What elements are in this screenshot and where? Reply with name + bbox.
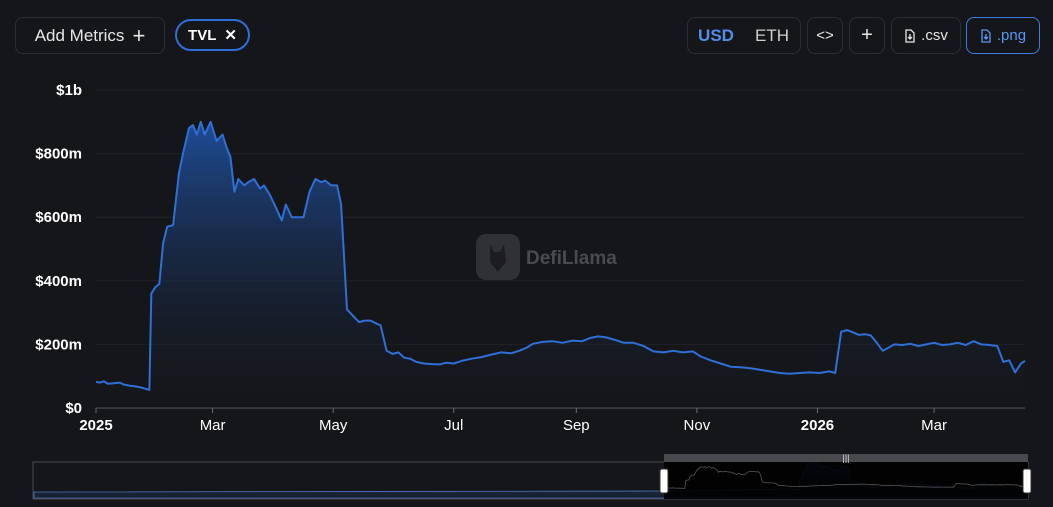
y-tick-label: $400m <box>35 273 82 290</box>
file-download-icon <box>905 28 915 43</box>
x-tick-label: Nov <box>684 417 711 434</box>
x-tick-label: Mar <box>921 417 947 434</box>
zoom-handle-left[interactable] <box>659 468 669 494</box>
grip-icon: ||| <box>842 453 849 463</box>
zoom-selected-range[interactable] <box>664 462 1028 499</box>
close-icon[interactable]: ✕ <box>224 27 237 44</box>
csv-label: .csv <box>921 27 948 44</box>
y-tick-label: $200m <box>35 336 82 353</box>
zoom-handle-right[interactable] <box>1022 468 1032 494</box>
x-tick-label: Jul <box>444 417 463 434</box>
eth-option[interactable]: ETH <box>755 25 789 45</box>
png-label: .png <box>996 27 1027 44</box>
plus-icon: + <box>132 22 146 48</box>
x-tick-label: 2025 <box>79 417 112 434</box>
file-download-icon <box>981 28 991 43</box>
usd-option[interactable]: USD <box>698 25 734 45</box>
zoom-selected-preview <box>664 466 1029 489</box>
defillama-watermark: DefiLlama <box>476 234 617 280</box>
llama-logo-icon <box>476 234 520 280</box>
tvl-area <box>96 121 1025 409</box>
metric-chip-tvl[interactable]: TVL ✕ <box>175 19 250 51</box>
llama-silhouette <box>490 244 506 272</box>
tvl-line <box>95 120 1026 391</box>
zoom-slider[interactable]: ||| <box>32 453 1032 500</box>
add-metrics-button[interactable]: Add Metrics + <box>15 17 165 54</box>
embed-button[interactable]: <> <box>807 17 843 54</box>
metric-chip-label: TVL <box>188 26 217 44</box>
currency-toggle[interactable]: USD ETH <box>687 17 801 54</box>
add-button[interactable]: + <box>849 17 885 54</box>
x-tick-label: 2026 <box>801 417 834 434</box>
y-tick-label: $800m <box>35 146 82 163</box>
x-tick-label: Mar <box>200 417 226 434</box>
download-csv-button[interactable]: .csv <box>891 17 961 54</box>
add-metrics-label: Add Metrics <box>34 25 125 45</box>
plus-icon: + <box>861 24 873 46</box>
y-tick-label: $600m <box>35 209 82 226</box>
x-tick-label: Sep <box>563 417 590 434</box>
code-icon: <> <box>816 27 834 44</box>
zoom-drag-bar[interactable] <box>664 454 1028 462</box>
y-tick-label: $1b <box>56 82 82 99</box>
zoom-track <box>32 461 1029 500</box>
zoom-preview-area <box>33 458 1028 499</box>
watermark-text: DefiLlama <box>526 248 617 269</box>
download-png-button[interactable]: .png <box>966 17 1040 54</box>
y-tick-label: $0 <box>65 400 82 417</box>
x-tick-label: May <box>319 417 348 434</box>
